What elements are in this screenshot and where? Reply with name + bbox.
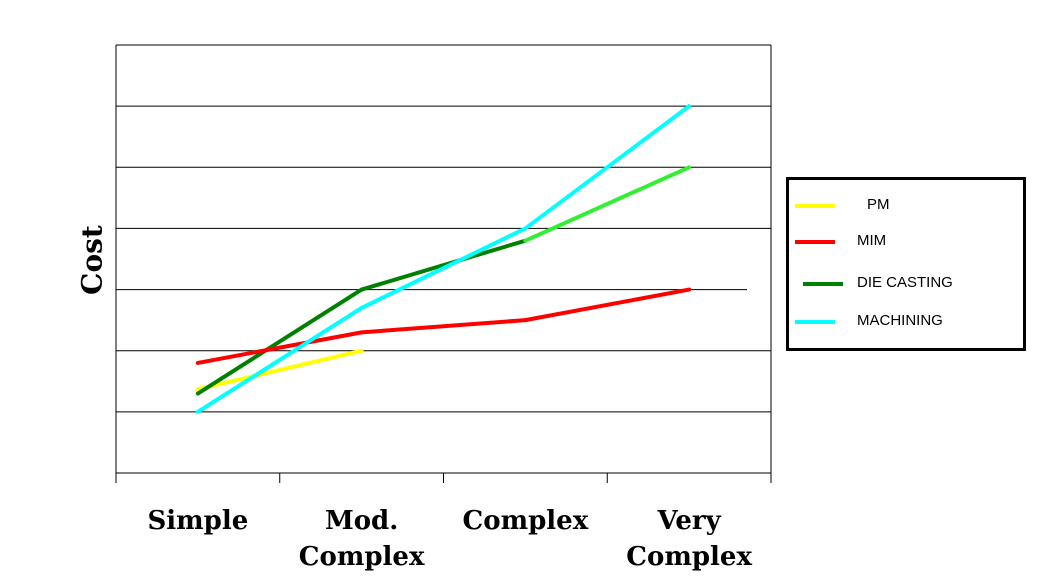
legend-label: MACHINING	[857, 312, 943, 329]
x-tick-label: Very Complex	[607, 503, 771, 575]
series-segment	[523, 104, 692, 231]
legend-item: MIM	[789, 230, 1023, 254]
series-segment	[195, 330, 364, 365]
x-tick-label-line: Complex	[298, 542, 425, 572]
series-segment	[359, 238, 528, 292]
x-tick-label: Mod. Complex	[280, 503, 444, 575]
legend-label: PM	[867, 196, 890, 213]
series-segment	[359, 226, 528, 310]
series-segment	[195, 348, 364, 392]
series-machining	[195, 104, 692, 414]
legend-item: DIE CASTING	[789, 272, 1023, 296]
legend-label: MIM	[857, 232, 887, 249]
legend: PM MIM DIE CASTING MACHINING	[786, 177, 1026, 351]
series-segment	[195, 287, 364, 396]
series-pm	[195, 348, 364, 392]
x-tick-label-line: Mod.	[324, 506, 399, 536]
series-segment	[523, 165, 692, 243]
legend-item: PM	[789, 194, 1023, 218]
legend-label: DIE CASTING	[857, 274, 953, 291]
series-die-casting	[195, 165, 692, 396]
x-tick-label: Complex	[443, 503, 607, 539]
series-segment	[359, 318, 528, 335]
series-segment	[195, 305, 364, 414]
x-tick-label: Simple	[116, 503, 280, 539]
x-tick-label-line: Complex	[462, 506, 589, 536]
legend-swatch	[795, 320, 835, 324]
legend-swatch	[795, 204, 835, 208]
series-segment	[523, 287, 692, 323]
series-lines	[195, 104, 692, 414]
x-tick-label-line: Complex	[626, 542, 752, 572]
x-tick-label-line: Simple	[147, 506, 249, 536]
legend-item: MACHINING	[789, 310, 1023, 334]
y-axis-label: Cost	[75, 225, 109, 295]
x-tick-label-line: Very	[657, 506, 721, 536]
legend-swatch	[803, 282, 843, 286]
grid-lines	[116, 105, 771, 413]
axes	[115, 44, 772, 483]
series-mim	[195, 287, 692, 365]
legend-swatch	[795, 240, 835, 244]
